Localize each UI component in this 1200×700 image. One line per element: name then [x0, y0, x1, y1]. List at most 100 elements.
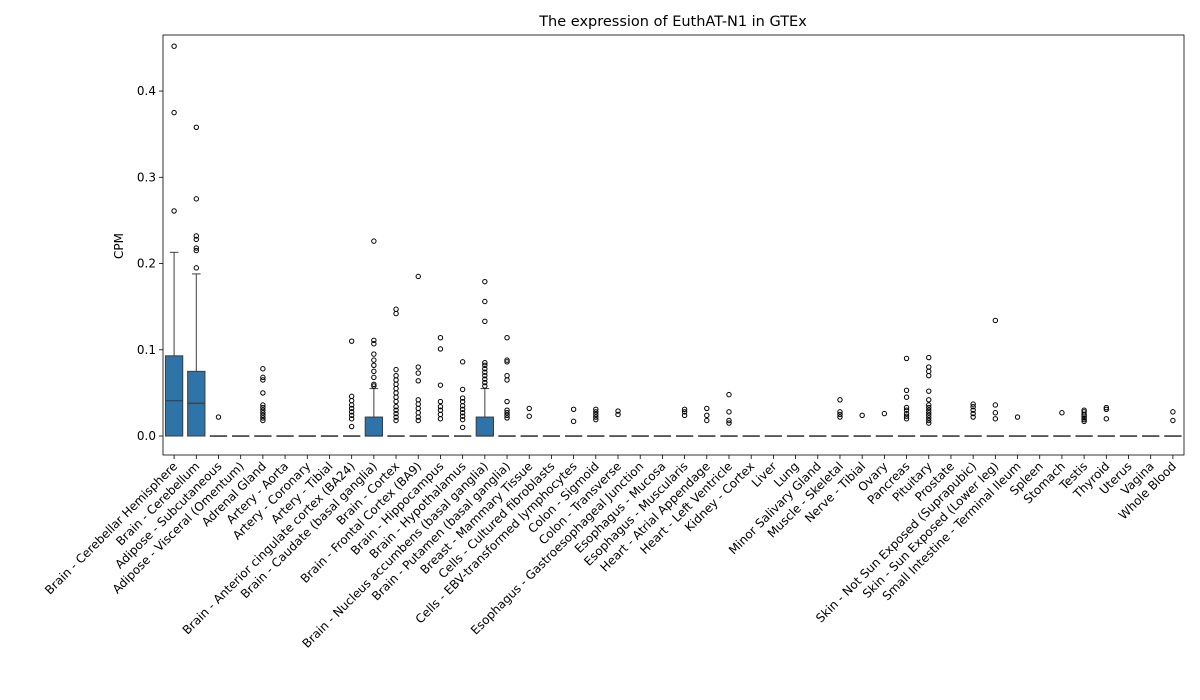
outlier-point	[348, 397, 355, 404]
outlier-point	[415, 410, 421, 416]
outlier-point	[393, 398, 399, 405]
outlier-point	[482, 318, 488, 325]
outlier-point	[926, 410, 932, 416]
outlier-point	[437, 335, 444, 341]
outlier-point	[593, 406, 599, 412]
outlier-point	[504, 412, 510, 419]
box	[475, 416, 494, 437]
outlier-point	[437, 346, 444, 352]
outlier-point	[926, 388, 932, 394]
outlier-point	[681, 409, 688, 415]
outlier-point	[1059, 410, 1065, 416]
y-tick-label: 0.1	[137, 343, 156, 357]
outlier-point	[459, 395, 466, 401]
outlier-point	[526, 405, 532, 412]
outlier-point	[260, 417, 266, 424]
outlier-point	[193, 245, 199, 251]
outlier-point	[570, 406, 577, 412]
outlier-point	[1081, 415, 1087, 421]
outlier-point	[459, 398, 466, 405]
outlier-point	[615, 408, 621, 414]
outlier-point	[926, 402, 932, 408]
outlier-point	[348, 409, 355, 415]
outlier-point	[526, 413, 532, 419]
outlier-point	[415, 401, 421, 407]
outlier-point	[926, 420, 932, 426]
y-tick-label: 0.0	[137, 429, 156, 443]
outlier-point	[415, 417, 421, 424]
outlier-point	[348, 412, 355, 419]
outlier-point	[260, 407, 266, 413]
outlier-point	[482, 379, 488, 386]
outlier-point	[704, 412, 710, 419]
outlier-point	[926, 407, 932, 413]
outlier-point	[504, 357, 510, 363]
outlier-point	[393, 372, 399, 379]
outlier-point	[193, 124, 199, 130]
outlier-point	[970, 401, 976, 407]
outlier-point	[504, 372, 510, 379]
outlier-point	[926, 415, 932, 421]
outlier-point	[482, 366, 488, 372]
chart-title: The expression of EuthAT-N1 in GTEx	[538, 14, 807, 30]
outlier-point	[593, 411, 599, 418]
outlier-point	[371, 337, 377, 343]
outlier-point	[726, 391, 732, 398]
y-tick-label: 0.2	[137, 257, 156, 271]
outlier-point	[1103, 416, 1110, 422]
outlier-point	[371, 362, 377, 369]
outlier-point	[371, 381, 377, 387]
outlier-point	[348, 393, 355, 400]
outlier-point	[260, 415, 266, 421]
outlier-point	[970, 410, 976, 417]
plot-frame	[162, 34, 1185, 456]
outlier-point	[371, 238, 377, 244]
outlier-point	[260, 402, 266, 408]
x-tick-label: Liver	[749, 459, 780, 490]
outlier-point	[437, 416, 444, 422]
outlier-point	[482, 372, 488, 379]
outlier-point	[393, 410, 399, 417]
outlier-point	[393, 407, 399, 413]
outlier-point	[881, 410, 888, 417]
outlier-point	[504, 410, 510, 416]
outlier-point	[1081, 416, 1087, 423]
outlier-point	[393, 417, 399, 424]
outlier-point	[482, 278, 488, 285]
outlier-point	[415, 364, 421, 370]
outlier-point	[926, 404, 932, 411]
outlier-point	[482, 298, 488, 305]
outlier-point	[903, 416, 910, 422]
outlier-point	[726, 420, 732, 426]
outlier-point	[992, 402, 999, 408]
outlier-point	[260, 390, 266, 396]
outlier-point	[260, 366, 266, 372]
outlier-point	[415, 405, 421, 412]
outlier-point	[459, 359, 466, 365]
outlier-point	[704, 417, 710, 424]
outlier-point	[970, 414, 976, 420]
outlier-point	[504, 335, 510, 341]
outlier-point	[593, 416, 599, 423]
outlier-point	[837, 409, 843, 415]
outlier-point	[726, 417, 732, 424]
outlier-point	[371, 357, 377, 363]
outlier-point	[926, 368, 932, 375]
outlier-point	[193, 196, 199, 202]
outlier-point	[260, 377, 266, 383]
outlier-point	[482, 376, 488, 382]
y-axis-label: CPM	[112, 233, 126, 259]
outlier-point	[260, 412, 266, 419]
outlier-point	[992, 410, 999, 416]
outlier-point	[260, 404, 266, 411]
outlier-point	[371, 383, 377, 389]
outlier-point	[393, 310, 399, 317]
outlier-point	[171, 43, 177, 49]
outlier-point	[437, 398, 444, 405]
outlier-point	[593, 414, 599, 420]
outlier-point	[193, 233, 199, 239]
outlier-point	[504, 359, 510, 365]
outlier-point	[393, 390, 399, 396]
outlier-point	[903, 410, 910, 417]
